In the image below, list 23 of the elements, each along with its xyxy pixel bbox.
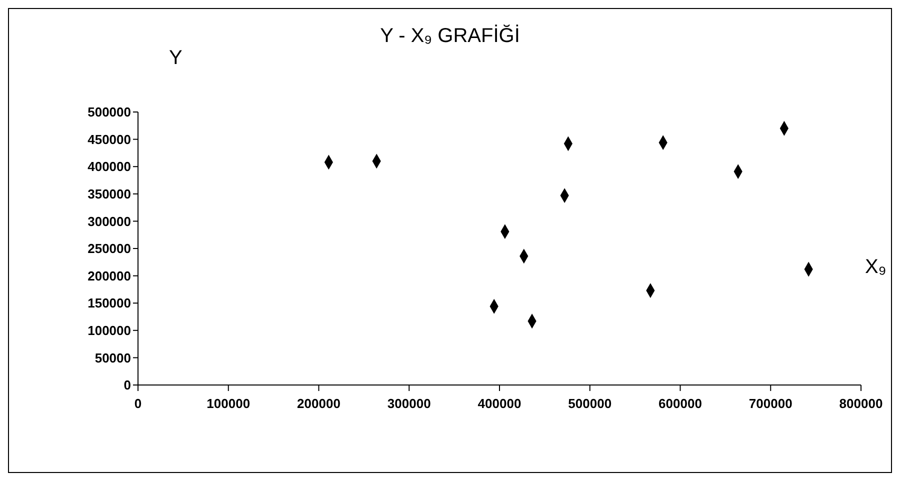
y-tick-label: 100000 xyxy=(88,323,131,338)
x-tick-label: 700000 xyxy=(748,396,792,412)
x-axis-title: X₉ xyxy=(865,256,886,279)
x-tick-label: 100000 xyxy=(206,396,250,412)
y-tick-label: 0 xyxy=(124,378,131,393)
x-tick-label: 0 xyxy=(134,396,142,412)
x-tick-label: 500000 xyxy=(568,396,612,412)
y-tick-label: 300000 xyxy=(88,214,131,229)
y-tick-label: 50000 xyxy=(94,350,131,366)
y-axis-title: Y xyxy=(169,47,182,70)
x-tick-label: 200000 xyxy=(297,396,340,412)
x-tick-label: 600000 xyxy=(658,396,702,412)
x-tick-label: 800000 xyxy=(839,396,883,412)
y-tick-label: 400000 xyxy=(88,159,131,174)
x-tick-label: 300000 xyxy=(387,396,431,412)
x-tick-label: 400000 xyxy=(478,396,522,412)
y-tick-label: 250000 xyxy=(88,241,131,256)
chart-title: Y - X₉ GRAFİĞİ xyxy=(379,25,521,48)
y-tick-label: 150000 xyxy=(88,296,131,311)
y-tick-label: 500000 xyxy=(88,104,131,120)
y-tick-label: 350000 xyxy=(88,186,131,202)
y-tick-label: 200000 xyxy=(88,268,131,284)
y-tick-label: 450000 xyxy=(88,132,131,147)
